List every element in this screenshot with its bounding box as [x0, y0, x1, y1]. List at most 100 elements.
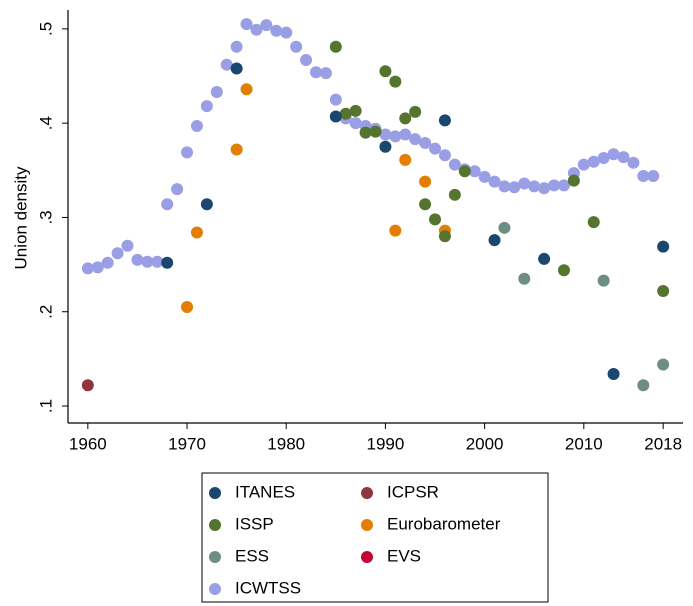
- point: [290, 40, 303, 53]
- point: [379, 65, 392, 78]
- point: [419, 136, 432, 149]
- x-tick-label: 1960: [69, 434, 107, 453]
- y-tick-label: .4: [36, 116, 55, 130]
- point: [131, 253, 144, 266]
- point: [548, 179, 561, 192]
- legend-marker: [209, 487, 221, 499]
- point: [181, 301, 194, 314]
- legend-label: ICWTSS: [235, 578, 301, 597]
- point: [91, 261, 104, 274]
- point: [200, 100, 213, 113]
- point: [567, 174, 580, 187]
- legend-marker: [209, 519, 221, 531]
- point: [399, 112, 412, 125]
- point: [359, 126, 372, 139]
- point: [657, 240, 670, 253]
- legend-label: ESS: [235, 546, 269, 565]
- point: [557, 179, 570, 192]
- legend-label: ICPSR: [387, 482, 439, 501]
- point: [637, 169, 650, 182]
- point: [458, 165, 471, 178]
- point: [161, 256, 174, 269]
- point: [230, 143, 243, 156]
- point: [399, 128, 412, 141]
- legend-box: [201, 472, 549, 603]
- point: [488, 234, 501, 247]
- point: [240, 18, 253, 31]
- legend-marker: [361, 519, 373, 531]
- legend-label: Eurobarometer: [387, 514, 501, 533]
- x-tick-label: 1990: [367, 434, 405, 453]
- point: [538, 252, 551, 265]
- point: [379, 128, 392, 141]
- point: [300, 53, 313, 66]
- point: [528, 180, 541, 193]
- x-tick-label: 1980: [267, 434, 305, 453]
- point: [329, 40, 342, 53]
- y-tick-label: .1: [36, 399, 55, 413]
- point: [121, 239, 134, 252]
- point: [647, 169, 660, 182]
- point: [141, 255, 154, 268]
- point: [419, 198, 432, 211]
- y-tick-label: .3: [36, 210, 55, 224]
- point: [190, 226, 203, 239]
- x-tick-label: 2018: [644, 434, 682, 453]
- point: [637, 379, 650, 392]
- point: [438, 149, 451, 162]
- point: [220, 58, 233, 71]
- point: [210, 86, 223, 99]
- point: [498, 180, 511, 193]
- point: [557, 264, 570, 277]
- point: [171, 183, 184, 196]
- point: [161, 198, 174, 211]
- point: [627, 156, 640, 169]
- legend-marker: [361, 551, 373, 563]
- point: [81, 262, 94, 275]
- x-tick-label: 1970: [168, 434, 206, 453]
- point: [399, 153, 412, 166]
- point: [597, 274, 610, 287]
- legend-label: EVS: [387, 546, 421, 565]
- point: [577, 158, 590, 171]
- y-tick-label: .2: [36, 305, 55, 319]
- x-tick-label: 2000: [466, 434, 504, 453]
- point: [280, 26, 293, 39]
- point: [349, 117, 362, 130]
- point: [151, 255, 164, 268]
- y-tick-label: .5: [36, 22, 55, 36]
- point: [309, 66, 322, 79]
- point: [329, 93, 342, 106]
- y-axis-label: Union density: [11, 166, 30, 270]
- point: [409, 133, 422, 146]
- point: [339, 107, 352, 120]
- point: [587, 216, 600, 229]
- point: [230, 62, 243, 75]
- point: [518, 272, 531, 285]
- point: [81, 379, 94, 392]
- point: [657, 284, 670, 297]
- point: [190, 119, 203, 132]
- point: [438, 114, 451, 127]
- point: [389, 130, 402, 143]
- point: [319, 67, 332, 80]
- point: [419, 175, 432, 188]
- point: [230, 40, 243, 53]
- point: [538, 182, 551, 195]
- legend-marker: [209, 551, 221, 563]
- point: [389, 224, 402, 237]
- point: [657, 358, 670, 371]
- legend-label: ITANES: [235, 482, 295, 501]
- x-tick-label: 2010: [565, 434, 603, 453]
- point: [379, 140, 392, 153]
- point: [240, 83, 253, 96]
- point: [617, 151, 630, 164]
- point: [488, 175, 501, 188]
- point: [508, 181, 521, 194]
- point: [349, 104, 362, 117]
- point: [429, 213, 442, 226]
- point: [270, 24, 283, 37]
- point: [409, 105, 422, 118]
- point: [181, 146, 194, 159]
